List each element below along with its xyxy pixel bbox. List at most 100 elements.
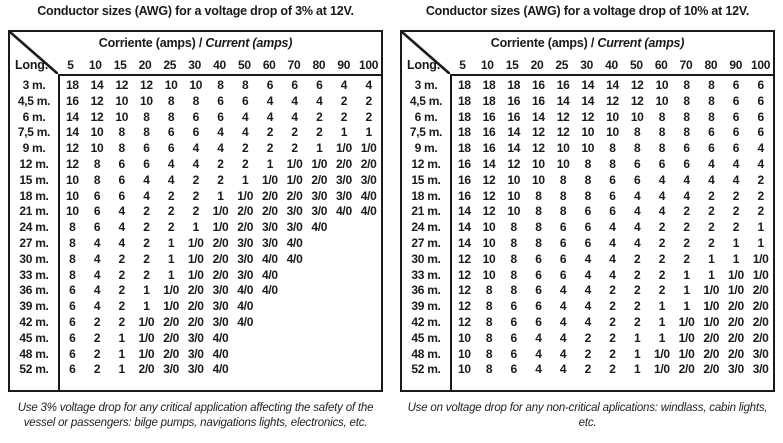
awg-cell: 8	[485, 362, 493, 377]
awg-cell: 6	[217, 93, 224, 108]
awg-cell: 2	[291, 141, 298, 156]
awg-cell: 4	[683, 188, 690, 203]
row-label: 48 m.	[411, 346, 441, 361]
awg-cell: 1	[242, 172, 249, 187]
awg-cell: 1	[167, 251, 175, 266]
awg-cell: 1	[167, 267, 175, 282]
awg-cell: 2/0	[752, 299, 769, 314]
amp-column-header: 90	[337, 58, 351, 72]
awg-cell: 2	[683, 204, 690, 219]
awg-cell: 1/0	[286, 172, 303, 187]
awg-cell: 4/0	[212, 330, 229, 345]
row-label: 30 m.	[19, 251, 49, 266]
awg-cell: 2	[584, 362, 592, 377]
awg-cell: 2	[143, 235, 150, 250]
row-labels: 3 m. 4,5 m. 6 m. 7,5 m. 9 m. 12 m. 15 m. 18 m. 2…	[10, 74, 58, 390]
awg-cell: 10	[606, 109, 619, 124]
awg-cell: 18	[457, 78, 471, 92]
awg-cell: 1	[266, 156, 274, 171]
awg-cell: 2	[118, 299, 126, 314]
awg-cell: 1	[634, 330, 641, 345]
awg-cell: 8	[143, 125, 150, 140]
awg-cell: 10	[507, 188, 521, 203]
awg-table: Corriente (amps) / Current (amps) Long. …	[400, 30, 775, 392]
awg-cell: 6	[559, 235, 567, 250]
awg-cell: 6	[683, 141, 690, 156]
awg-cell: 14	[581, 78, 595, 92]
awg-cell: 10	[581, 125, 595, 140]
awg-cell: 1/0	[286, 156, 303, 171]
awg-cell: 2	[609, 299, 616, 314]
amp-column-header: 100	[359, 58, 379, 72]
awg-cell: 4	[93, 235, 101, 250]
awg-cell: 4/0	[212, 362, 229, 377]
table-body: 3 m. 4,5 m. 6 m. 7,5 m. 9 m. 12 m. 15 m. 18 m. 2…	[10, 74, 381, 390]
awg-cell: 1	[757, 220, 764, 235]
awg-cell: 6	[559, 251, 567, 266]
row-label: 9 m.	[414, 141, 438, 156]
awg-cell: 4	[732, 156, 740, 171]
awg-cell: 16	[482, 109, 496, 124]
awg-cell: 8	[535, 188, 542, 203]
awg-cell: 1/0	[311, 156, 328, 171]
awg-cell: 1/0	[212, 204, 229, 219]
awg-cell: 10	[457, 346, 471, 361]
awg-cell: 8	[683, 109, 690, 124]
awg-cell: 2/0	[360, 156, 377, 171]
awg-cell: 6	[118, 156, 126, 171]
awg-cell	[307, 362, 332, 378]
awg-cell: 4	[634, 220, 641, 235]
awg-cell	[356, 331, 381, 347]
awg-cell: 2	[658, 251, 666, 266]
awg-cell: 4/0	[237, 314, 254, 329]
awg-cell: 10	[556, 141, 570, 156]
table-panel-10pct: Conductor sizes (AWG) for a voltage drop…	[400, 3, 775, 430]
awg-cell: 10	[482, 267, 496, 282]
awg-cell: 1/0	[163, 299, 179, 314]
awg-cell: 10	[90, 125, 104, 140]
row-label: 52 m.	[19, 362, 49, 377]
awg-cell	[307, 315, 332, 331]
amp-column-header: 70	[287, 58, 301, 72]
awg-cell: 12	[482, 204, 496, 219]
amp-column-header: 25	[163, 58, 177, 72]
awg-cell: 8	[584, 156, 592, 171]
awg-cell: 6	[69, 362, 76, 377]
awg-cell: 4	[167, 172, 175, 187]
amp-column-header: 30	[188, 58, 202, 72]
awg-cell: 6	[658, 156, 666, 171]
awg-cell: 2	[143, 220, 150, 235]
row-label: 42 m.	[411, 314, 441, 329]
awg-cell: 1/0	[187, 267, 204, 282]
awg-cell: 2	[634, 283, 641, 298]
awg-cell: 2/0	[163, 314, 179, 329]
row-label: 39 m.	[411, 299, 441, 314]
awg-cell: 6	[510, 330, 518, 345]
awg-cell: 2	[143, 204, 150, 219]
awg-cell: 10	[655, 78, 669, 92]
awg-cell	[332, 331, 357, 347]
awg-cell: 4	[658, 204, 666, 219]
awg-cell: 2	[584, 330, 592, 345]
awg-cell: 2	[634, 299, 641, 314]
awg-cell: 4	[340, 78, 348, 92]
awg-cell	[356, 283, 381, 299]
awg-cell: 6	[510, 346, 518, 361]
awg-cell: 6	[559, 267, 567, 282]
awg-cell	[307, 252, 332, 268]
awg-cell: 6	[143, 141, 150, 156]
awg-cell: 2	[708, 220, 715, 235]
awg-cell: 2/0	[261, 188, 278, 203]
awg-cell: 12	[507, 156, 521, 171]
awg-cell: 14	[90, 78, 104, 92]
awg-cell: 18	[457, 125, 471, 140]
awg-cell: 1	[732, 251, 740, 266]
awg-cell: 2	[609, 346, 616, 361]
awg-cell: 2	[316, 109, 323, 124]
awg-cell: 4	[584, 314, 592, 329]
awg-cell: 6	[93, 220, 101, 235]
awg-cell: 1	[217, 188, 224, 203]
awg-cell: 2	[118, 283, 126, 298]
row-label: 4,5 m.	[17, 93, 51, 108]
awg-cell: 4/0	[261, 267, 278, 282]
